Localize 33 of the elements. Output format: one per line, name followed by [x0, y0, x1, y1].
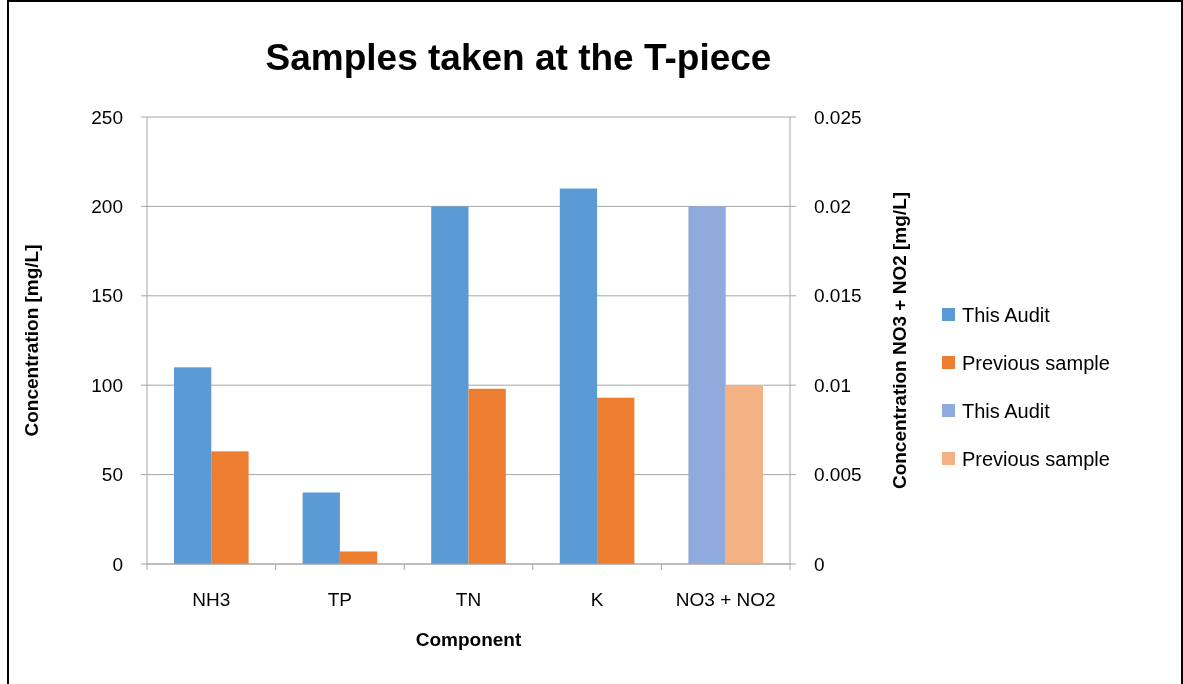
- x-tick-label: NO3 + NO2: [675, 589, 776, 610]
- legend-label: Previous sample: [962, 352, 1110, 374]
- legend-label: This Audit: [962, 304, 1051, 326]
- y2-tick-label: 0.025: [814, 106, 862, 128]
- y2-tick-label: 0.005: [814, 464, 862, 486]
- y-tick-label: 200: [91, 196, 123, 218]
- y-tick-label: 100: [91, 374, 123, 396]
- chart-title: Samples taken at the T-piece: [265, 37, 772, 78]
- bar: [211, 451, 249, 564]
- bar: [597, 397, 635, 564]
- x-tick-label: TP: [327, 589, 353, 610]
- bar: [174, 367, 212, 564]
- bar: [302, 492, 340, 564]
- x-tick-label: K: [590, 589, 604, 610]
- y2-tick-label: 0.015: [814, 285, 862, 307]
- y2-tick-label: 0.02: [814, 196, 851, 218]
- y-tick-label: 250: [91, 106, 123, 128]
- y-tick-label: 150: [91, 285, 123, 307]
- x-axis-title: Component: [415, 629, 522, 650]
- legend-label: This Audit: [962, 400, 1051, 422]
- y2-axis-title: Concentration NO3 + NO2 [mg/L]: [889, 191, 910, 490]
- x-tick-label: NH3: [192, 589, 231, 610]
- y-tick-label: 0: [112, 553, 123, 575]
- y-axis-title: Concentration [mg/L]: [21, 244, 42, 437]
- bar: [468, 388, 506, 564]
- bar: [431, 206, 469, 564]
- y2-tick-label: 0.01: [814, 374, 851, 396]
- bar: [559, 188, 598, 564]
- bar: [339, 551, 378, 564]
- y-tick-label: 50: [101, 464, 123, 486]
- x-tick-label: TN: [455, 589, 482, 610]
- legend-label: Previous sample: [962, 448, 1110, 470]
- y2-tick-label: 0: [814, 553, 825, 575]
